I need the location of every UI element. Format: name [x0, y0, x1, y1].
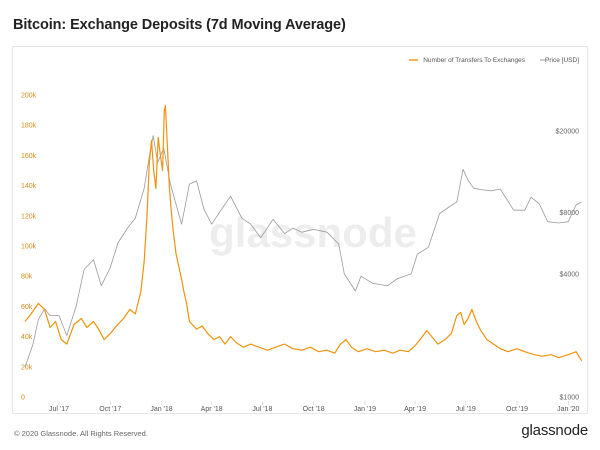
y-left-tick-label: 80k — [21, 274, 33, 281]
x-tick-label: Apr '18 — [201, 406, 223, 413]
y-left-tick-label: 60k — [21, 304, 33, 311]
chart-frame: glassnode Price [USD] Number of Transfers… — [12, 46, 588, 414]
chart-svg: glassnode Price [USD] Number of Transfers… — [21, 57, 583, 413]
copyright-notice: © 2020 Glassnode. All Rights Reserved. — [14, 429, 148, 438]
y-right-tick-label: $8000 — [560, 210, 580, 217]
x-tick-label: Jan '18 — [150, 406, 172, 413]
y-left-tick-label: 200k — [21, 93, 37, 100]
y-left-tick-label: 120k — [21, 213, 37, 220]
y-left-tick-label: 100k — [21, 244, 37, 251]
watermark: glassnode — [209, 209, 417, 256]
x-tick-label: Jan '20 — [557, 406, 579, 413]
legend-transfers-label[interactable]: Number of Transfers To Exchanges — [423, 57, 526, 64]
x-tick-label: Jan '19 — [354, 406, 376, 413]
y-left-tick-label: 20k — [21, 364, 33, 371]
x-tick-label: Jul '18 — [252, 406, 272, 413]
transfers-series-line — [24, 105, 583, 362]
x-tick-label: Oct '19 — [506, 406, 528, 413]
brand-logo[interactable]: glassnode — [521, 422, 588, 439]
x-tick-label: Jul '19 — [456, 406, 476, 413]
y-left-tick-label: 160k — [21, 153, 37, 160]
x-tick-label: Oct '18 — [303, 406, 325, 413]
y-left-tick-label: 40k — [21, 334, 33, 341]
y-right-tick-label: $1000 — [560, 395, 580, 402]
x-tick-label: Oct '17 — [99, 406, 121, 413]
y-left-tick-label: 180k — [21, 123, 37, 130]
y-right-tick-label: $4000 — [560, 271, 580, 278]
x-tick-label: Jul '17 — [49, 406, 69, 413]
y-left-tick-label: 0 — [21, 395, 25, 402]
legend-price-label[interactable]: Price [USD] — [545, 57, 579, 64]
y-right-tick-label: $20000 — [556, 129, 579, 136]
price-series-line — [24, 135, 582, 368]
chart-title: Bitcoin: Exchange Deposits (7d Moving Av… — [13, 17, 346, 33]
y-left-tick-label: 140k — [21, 183, 37, 190]
x-tick-label: Apr '19 — [404, 406, 426, 413]
